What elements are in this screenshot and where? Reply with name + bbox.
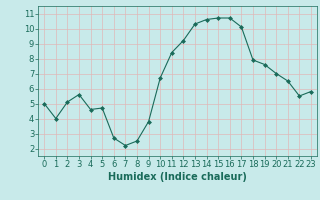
X-axis label: Humidex (Indice chaleur): Humidex (Indice chaleur) bbox=[108, 172, 247, 182]
